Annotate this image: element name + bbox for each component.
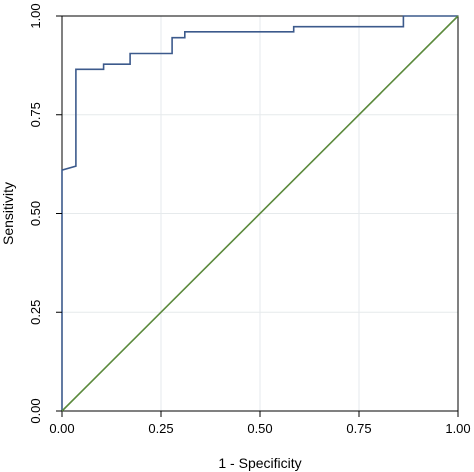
x-tick-label: 0.00 — [49, 421, 74, 436]
y-tick-label: 1.00 — [28, 3, 43, 28]
x-tick-label: 1.00 — [445, 421, 470, 436]
roc-curve — [61, 15, 458, 411]
y-tick-label: 0.00 — [28, 398, 43, 423]
x-tick-label: 0.25 — [148, 421, 173, 436]
reference-diagonal — [61, 15, 459, 412]
x-axis: 0.00 0.25 0.50 0.75 1.00 — [49, 411, 471, 436]
y-tick-label: 0.50 — [28, 201, 43, 226]
x-tick-label: 0.75 — [346, 421, 371, 436]
y-tick-label: 0.75 — [28, 102, 43, 127]
y-axis: 0.00 0.25 0.50 0.75 1.00 — [28, 3, 62, 424]
y-axis-title: Sensitivity — [0, 182, 16, 245]
x-axis-title: 1 - Specificity — [218, 455, 301, 471]
x-tick-label: 0.50 — [247, 421, 272, 436]
y-tick-label: 0.25 — [28, 300, 43, 325]
series-layer — [61, 15, 459, 412]
